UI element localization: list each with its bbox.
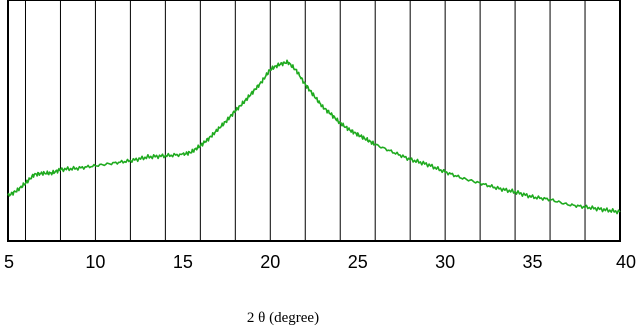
series-group (7, 59, 621, 215)
x-tick-label: 5 (4, 252, 14, 272)
x-tick-label: 30 (435, 252, 455, 272)
x-tick-labels: 5 10 15 20 25 30 35 40 (4, 252, 636, 272)
series-line (7, 59, 621, 215)
x-tick-label: 40 (616, 252, 636, 272)
x-axis-label: 2 θ (degree) (247, 310, 319, 326)
x-tick-label: 35 (523, 252, 543, 272)
x-tick-label: 10 (85, 252, 105, 272)
x-tick-label: 20 (260, 252, 280, 272)
x-tick-label: 25 (348, 252, 368, 272)
x-tick-label: 15 (173, 252, 193, 272)
plot-frame (7, 0, 621, 242)
gridlines (24, 0, 586, 241)
